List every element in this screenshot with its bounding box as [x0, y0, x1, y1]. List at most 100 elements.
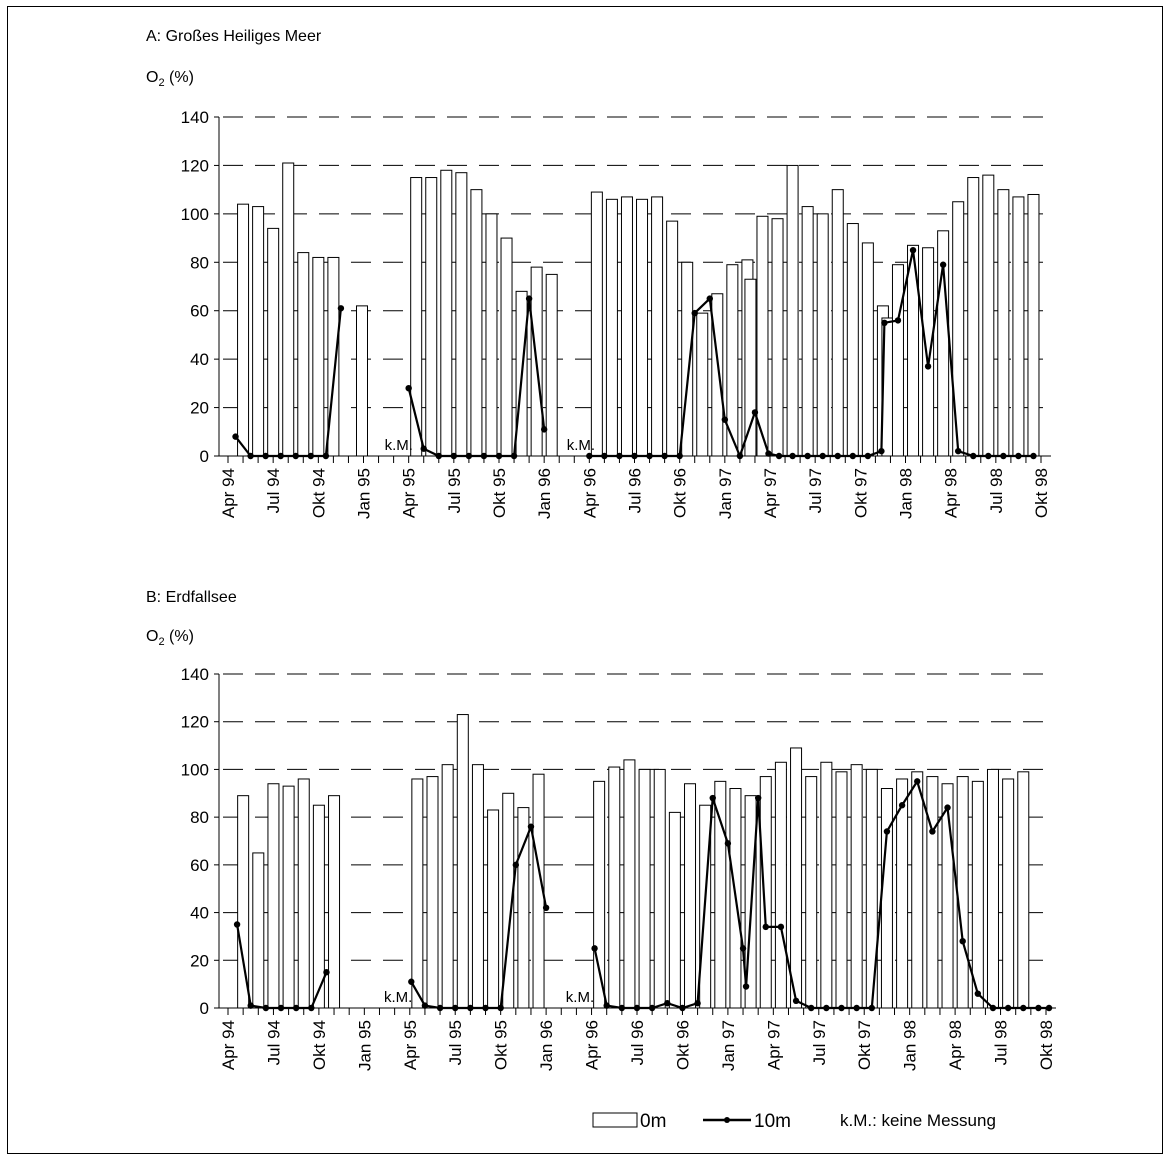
point-10m	[838, 1004, 845, 1012]
bar-0m	[651, 196, 664, 457]
point-10m	[792, 997, 800, 1005]
bar-0m	[485, 213, 498, 457]
point-10m	[421, 1002, 429, 1009]
point-10m	[633, 1004, 641, 1012]
point-10m	[736, 452, 744, 460]
bar-0m	[1012, 196, 1025, 457]
point-10m	[739, 945, 747, 952]
bar-0m	[801, 206, 814, 457]
bar-0m	[638, 768, 651, 1009]
y-axis-label-unit: (%)	[165, 628, 194, 645]
legend-note: k.M.: keine Messung	[840, 1111, 996, 1130]
point-10m	[603, 1002, 610, 1009]
y-tick-label: 60	[190, 856, 209, 875]
point-10m	[989, 1004, 997, 1012]
point-10m	[292, 452, 299, 460]
bar-0m	[786, 164, 799, 457]
bar-0m	[470, 189, 483, 457]
point-10m	[450, 452, 458, 460]
chart-title: B: Erdfallsee	[146, 589, 237, 606]
bar-0m	[816, 213, 829, 457]
bar-0m	[252, 206, 265, 457]
point-10m	[974, 990, 982, 997]
point-10m	[721, 416, 729, 423]
y-tick-label: 120	[181, 713, 209, 732]
x-tick-label: Apr 98	[942, 468, 961, 518]
x-tick-label: Jan 97	[719, 1020, 738, 1071]
point-10m	[1015, 452, 1022, 460]
bar-0m	[835, 771, 848, 1009]
x-tick-label: Okt 94	[310, 1020, 329, 1070]
point-10m	[804, 452, 811, 460]
point-10m	[970, 452, 977, 460]
bar-0m	[456, 714, 469, 1009]
point-10m	[232, 433, 239, 440]
bar-0m	[312, 804, 325, 1009]
x-tick-label: Jan 96	[535, 468, 554, 519]
x-tick-label: Okt 97	[855, 1020, 874, 1070]
bar-0m	[1002, 778, 1015, 1009]
point-10m	[482, 1004, 489, 1012]
y-axis-label-subscript: 2	[158, 636, 164, 648]
bar-0m	[426, 776, 439, 1009]
bar-0m	[911, 771, 924, 1009]
point-10m	[954, 447, 962, 455]
bar-0m	[590, 191, 603, 457]
y-axis-label: O2 (%)	[146, 69, 194, 89]
x-tick-label: Okt 94	[309, 468, 328, 518]
bar-0m	[684, 783, 697, 1009]
bar-0m	[608, 766, 621, 1009]
x-tick-label: Jul 97	[810, 1020, 829, 1065]
x-tick-label: Okt 97	[851, 468, 870, 518]
bar-0m	[790, 747, 803, 1009]
bar-0m	[620, 196, 633, 457]
bar-0m	[1027, 193, 1040, 457]
x-tick-label: Okt 98	[1037, 1020, 1056, 1070]
point-10m	[944, 804, 951, 811]
point-10m	[527, 823, 535, 830]
point-10m	[849, 452, 857, 460]
x-tick-label: Apr 95	[401, 1020, 420, 1070]
x-tick-label: Apr 97	[761, 468, 780, 518]
x-tick-label: Jan 97	[716, 468, 735, 519]
bar-0m	[756, 215, 769, 457]
y-axis-label-subscript: 2	[158, 77, 164, 89]
bar-0m	[891, 264, 904, 457]
bar-0m	[297, 252, 310, 457]
point-10m	[894, 317, 902, 324]
chart-title: A: Großes Heiliges Meer	[146, 28, 322, 45]
annotation-km: k.M.	[566, 989, 594, 1006]
y-tick-label: 60	[190, 302, 209, 321]
bar-0m	[759, 776, 772, 1009]
y-tick-label: 20	[190, 951, 209, 970]
bar-0m	[252, 852, 265, 1009]
point-10m	[881, 319, 888, 327]
point-10m	[868, 1004, 875, 1012]
point-10m	[452, 1004, 459, 1012]
point-10m	[618, 1004, 626, 1012]
bar-0m	[237, 203, 250, 457]
point-10m	[1000, 452, 1007, 460]
point-10m	[247, 452, 254, 460]
point-10m	[691, 309, 698, 317]
bar-0m	[861, 242, 874, 457]
point-10m	[631, 452, 638, 460]
point-10m	[789, 452, 796, 460]
point-10m	[834, 452, 841, 460]
point-10m	[709, 794, 716, 802]
x-tick-label: Jul 95	[445, 468, 464, 513]
x-tick-label: Jul 96	[626, 468, 645, 513]
point-10m	[1030, 452, 1037, 460]
bar-0m	[696, 312, 709, 457]
point-10m	[853, 1004, 860, 1012]
y-tick-label: 40	[190, 350, 209, 369]
legend-line-label: 10m	[754, 1111, 791, 1132]
x-tick-label: Jan 96	[537, 1020, 556, 1071]
point-10m	[495, 452, 503, 460]
legend: 0m 10m k.M.: keine Messung	[592, 1111, 996, 1132]
point-10m	[1035, 1004, 1042, 1012]
point-10m	[277, 452, 284, 460]
point-10m	[323, 969, 330, 976]
bar-0m	[282, 162, 295, 457]
bar-0m	[986, 768, 999, 1009]
